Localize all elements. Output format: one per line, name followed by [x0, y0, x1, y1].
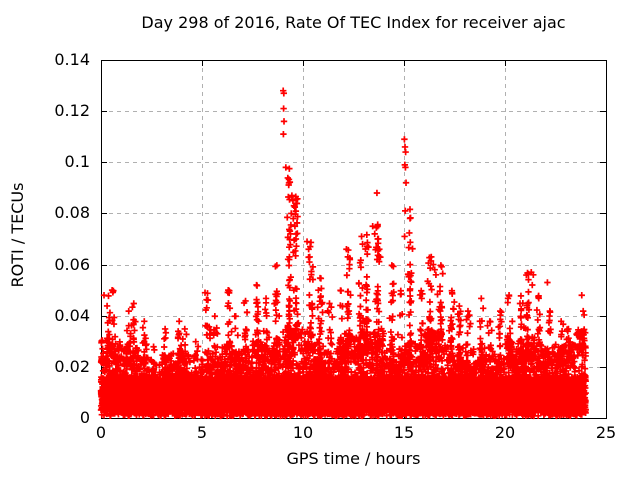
- y-tick-label-0: 0: [79, 408, 90, 427]
- y-tick-label-0.06: 0.06: [54, 254, 90, 274]
- y-tick-label-0.12: 0.12: [54, 101, 90, 121]
- x-tick-label-0: 0: [95, 423, 107, 442]
- y-tick-label-0.04: 0.04: [54, 305, 90, 325]
- x-tick-label-20: 20: [494, 423, 516, 442]
- y-tick-label-0.14: 0.14: [54, 50, 90, 69]
- x-tick-label-25: 25: [595, 423, 617, 442]
- x-tick-label-15: 15: [393, 423, 415, 442]
- y-tick-label-0.02: 0.02: [54, 356, 90, 376]
- x-axis-label: GPS time / hours: [286, 449, 421, 468]
- y-tick-label-0.1: 0.1: [64, 152, 90, 172]
- y-tick-label-0.08: 0.08: [54, 203, 90, 223]
- x-tick-label-10: 10: [292, 423, 314, 442]
- x-tick-label-5: 5: [196, 423, 208, 442]
- chart-title: Day 298 of 2016, Rate Of TEC Index for r…: [141, 13, 566, 32]
